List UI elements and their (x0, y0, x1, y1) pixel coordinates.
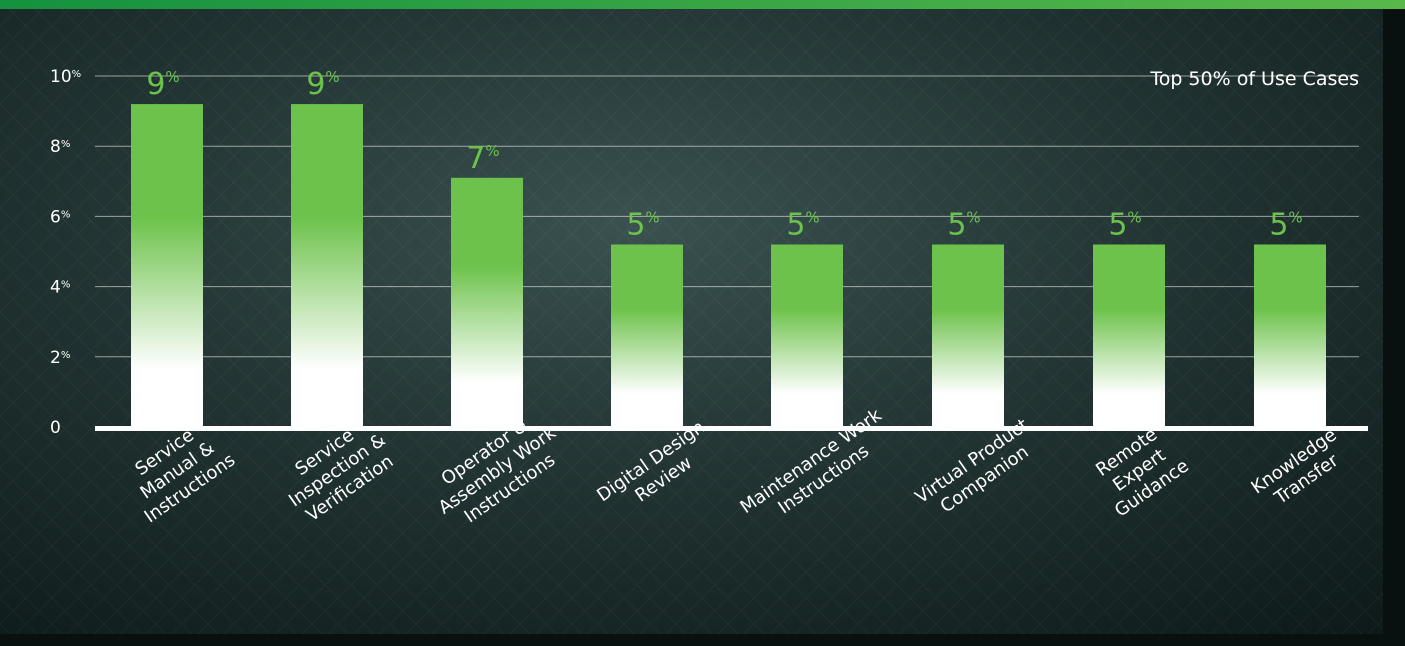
bar (932, 244, 1004, 427)
bar (1093, 244, 1165, 427)
chart-title: Top 50% of Use Cases (1149, 68, 1359, 90)
bar (451, 177, 523, 427)
y-tick-label: 0 (50, 418, 61, 438)
y-tick-percent: % (72, 69, 82, 80)
bar-value-percent: % (1288, 208, 1302, 226)
bar-value-percent: % (1127, 208, 1141, 226)
y-tick-percent: % (61, 350, 71, 361)
top-banner (0, 0, 1405, 9)
bar (611, 244, 683, 427)
bar-value-percent: % (485, 142, 499, 160)
bar (291, 104, 363, 427)
bottom-frame-edge (0, 634, 1405, 646)
right-frame-edge (1383, 0, 1405, 646)
y-tick-percent: % (61, 139, 71, 150)
bars (131, 104, 1326, 427)
bar (1254, 244, 1326, 427)
bar-value-percent: % (805, 208, 819, 226)
bar-value-percent: % (325, 68, 339, 86)
bar (771, 244, 843, 427)
y-tick-percent: % (61, 209, 71, 220)
x-axis-baseline (95, 426, 1368, 431)
bar-value-percent: % (645, 208, 659, 226)
y-tick-percent: % (61, 280, 71, 291)
value-labels: 9% 9%7%5% 5% 5% 5% 5% (146, 67, 1302, 242)
bar (131, 104, 203, 427)
bar-value-percent: % (165, 68, 179, 86)
bar-value-percent: % (966, 208, 980, 226)
